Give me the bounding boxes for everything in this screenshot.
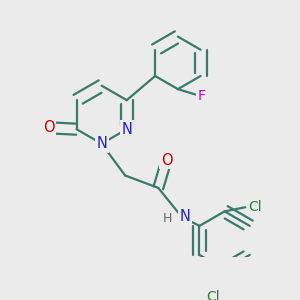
Text: Cl: Cl xyxy=(248,200,262,214)
Text: N: N xyxy=(180,208,190,224)
Text: F: F xyxy=(197,89,206,103)
Text: N: N xyxy=(96,136,107,151)
Text: O: O xyxy=(161,153,172,168)
Text: Cl: Cl xyxy=(207,290,220,300)
Text: H: H xyxy=(163,212,172,225)
Text: O: O xyxy=(43,120,55,135)
Text: N: N xyxy=(121,122,132,137)
